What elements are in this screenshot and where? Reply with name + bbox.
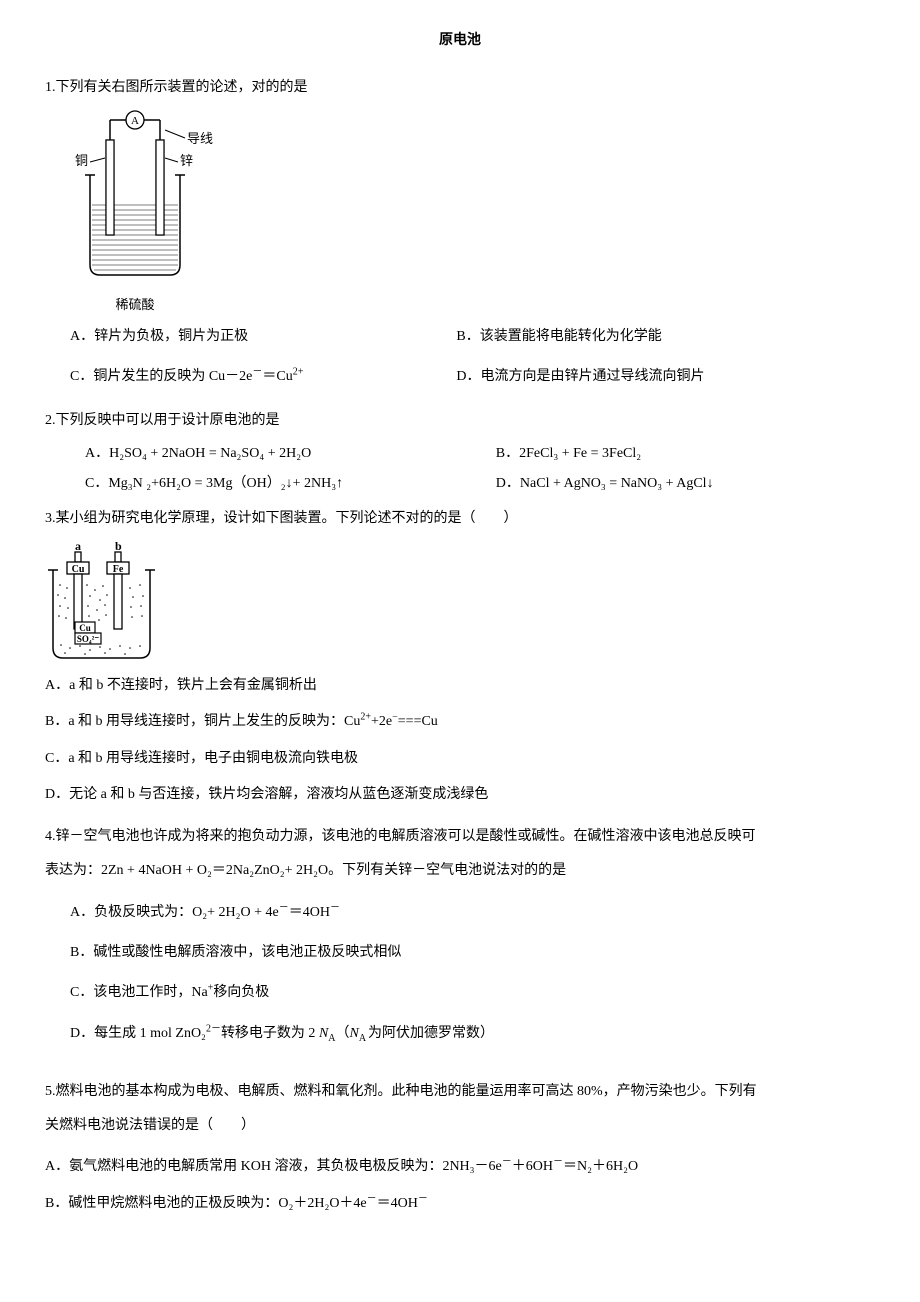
terminal-a-label: a [75,540,81,553]
q4-option-c: C．该电池工作时，Na+移向负极 [70,982,875,1004]
q2-option-d: D．NaCl + AgNO₃ = NaNO₃ + AgCl↓ [496,473,859,495]
q1-option-c: C．铜片发生的反映为 Cu－2e－＝Cu2+ [70,366,456,388]
fe-electrode-label: Fe [113,564,124,575]
q4-option-d: D．每生成 1 mol ZnO₂2－转移电子数为 2 NA（NA 为阿伏加德罗常… [70,1023,875,1045]
q4-option-a: A．负极反映式为：O₂+ 2H₂O + 4e－＝4OH－ [70,902,875,924]
q3-stem: 3.某小组为研究电化学原理，设计如下图装置。下列论述不对的的是（ ） [45,508,875,530]
q3-option-b: B．a 和 b 用导线连接时，铜片上发生的反映为：Cu2++2e−===Cu [45,711,875,733]
q2-stem: 2.下列反映中可以用于设计原电池的是 [45,410,875,432]
question-3: 3.某小组为研究电化学原理，设计如下图装置。下列论述不对的的是（ ） a b C… [45,508,875,807]
right-electrode-label: 锌 [180,153,193,168]
q1-diagram: A 导线 铜 锌 [65,110,875,316]
question-5: 5.燃料电池的基本构成为电极、电解质、燃料和氧化剂。此种电池的能量运用率可高达 … [45,1075,875,1215]
q1-stem: 1.下列有关右图所示装置的论述，对的的是 [45,77,875,99]
ammeter-label: A [131,115,139,127]
q1-option-a: A．锌片为负极，铜片为正极 [70,326,456,348]
so4-label: SO₄²⁻ [77,634,99,644]
q4-option-b: B．碱性或酸性电解质溶液中，该电池正极反映式相似 [70,942,875,964]
q3-option-d: D．无论 a 和 b 与否连接，铁片均会溶解，溶液均从蓝色逐渐变成浅绿色 [45,784,875,806]
q1-option-b: B．该装置能将电能转化为化学能 [456,326,842,348]
q3-option-a: A．a 和 b 不连接时，铁片上会有金属铜析出 [45,675,875,697]
q4-stem: 4.锌－空气电池也许成为将来的抱负动力源，该电池的电解质溶液可以是酸性或碱性。在… [45,820,875,887]
question-4: 4.锌－空气电池也许成为将来的抱负动力源，该电池的电解质溶液可以是酸性或碱性。在… [45,820,875,1063]
question-1: 1.下列有关右图所示装置的论述，对的的是 A 导线 铜 锌 [45,77,875,398]
q5-stem: 5.燃料电池的基本构成为电极、电解质、燃料和氧化剂。此种电池的能量运用率可高达 … [45,1075,875,1142]
q1-solution-label: 稀硫酸 [65,295,205,316]
q2-option-b: B．2FeCl₃ + Fe = 3FeCl₂ [496,443,859,465]
cu-ion-label: Cu [79,623,91,633]
wire-label: 导线 [187,131,213,146]
page-title: 原电池 [45,30,875,52]
galvanic-cell-icon: A 导线 铜 锌 [65,110,225,290]
cu-electrode-label: Cu [72,564,85,575]
q3-diagram: a b Cu Fe [45,540,875,665]
q5-option-a: A．氨气燃料电池的电解质常用 KOH 溶液，其负极电极反映为：2NH₃－6e－＋… [45,1156,875,1178]
q1-option-d: D．电流方向是由锌片通过导线流向铜片 [456,366,842,388]
q3-option-c: C．a 和 b 用导线连接时，电子由铜电极流向铁电极 [45,748,875,770]
q2-option-a: A．H₂SO₄ + 2NaOH = Na₂SO₄ + 2H₂O [85,443,496,465]
electrochem-cell-icon: a b Cu Fe [45,540,165,665]
question-2: 2.下列反映中可以用于设计原电池的是 A．H₂SO₄ + 2NaOH = Na₂… [45,410,875,495]
q2-option-c: C．Mg₃N ₂+6H₂O = 3Mg（OH）₂↓+ 2NH₃↑ [85,473,496,495]
terminal-b-label: b [115,540,122,553]
left-electrode-label: 铜 [75,153,88,168]
q5-option-b: B．碱性甲烷燃料电池的正极反映为：O₂＋2H₂O＋4e－＝4OH－ [45,1193,875,1215]
